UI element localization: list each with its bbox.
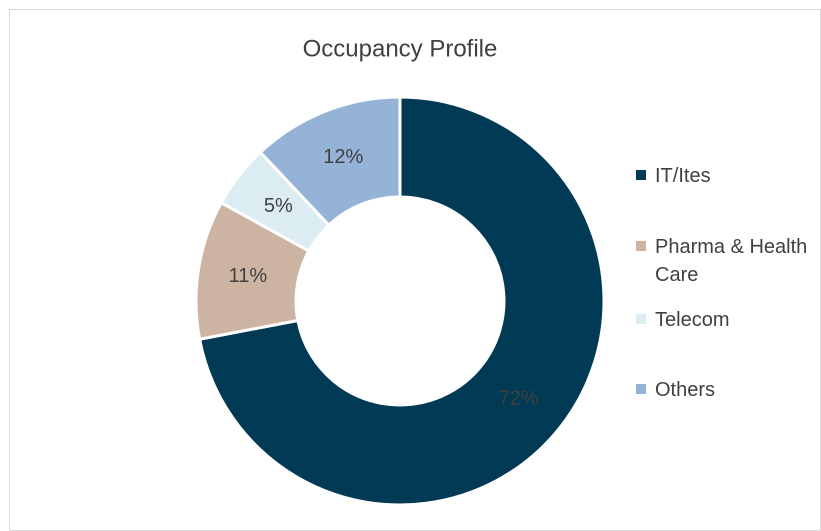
legend-label: Others	[655, 379, 716, 401]
legend-swatch	[636, 384, 646, 394]
legend-label: Pharma & Health Care	[655, 236, 808, 286]
data-label: 12%	[323, 146, 363, 168]
legend-item: Pharma & Health Care	[636, 233, 816, 289]
data-label: 5%	[264, 195, 293, 217]
chart-title: Occupancy Profile	[303, 35, 498, 62]
legend-swatch	[636, 170, 646, 180]
data-label: 11%	[229, 265, 268, 287]
legend-swatch	[636, 241, 646, 251]
legend-label: Telecom	[655, 309, 730, 331]
legend-swatch	[636, 314, 646, 324]
legend-item: Others	[636, 376, 816, 404]
donut-slice	[258, 95, 402, 228]
legend-item: Telecom	[636, 306, 816, 334]
donut-slice	[197, 95, 606, 507]
legend: IT/Ites Pharma & Health Care Telecom Others	[636, 0, 821, 531]
data-label: 72%	[499, 387, 539, 409]
legend-item: IT/Ites	[636, 162, 816, 190]
legend-label: IT/Ites	[655, 165, 711, 187]
